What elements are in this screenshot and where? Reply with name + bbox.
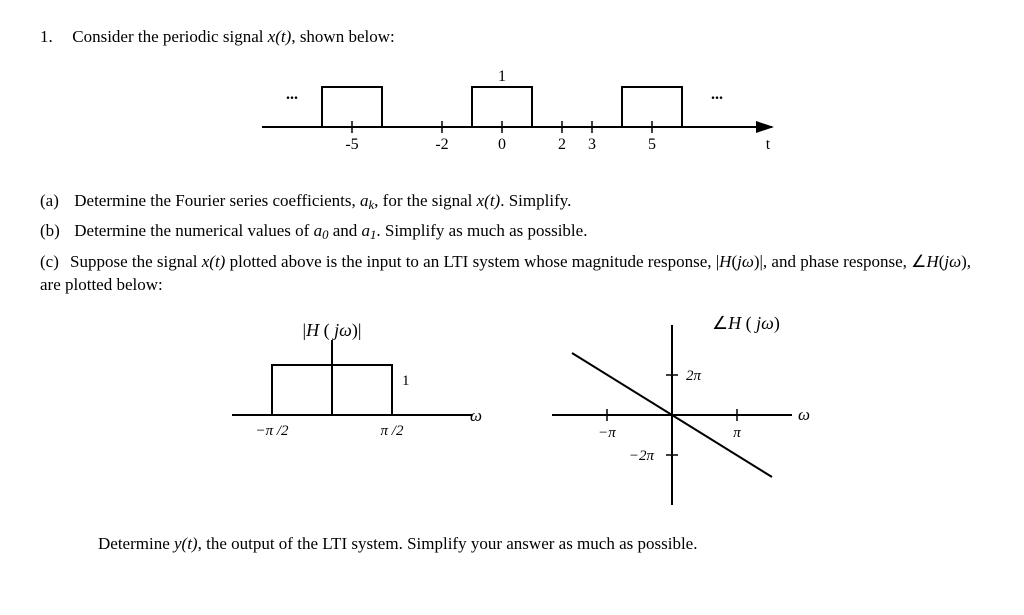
part-a-text-2: , for the signal bbox=[374, 191, 476, 210]
intro-signal: x(t) bbox=[268, 27, 292, 46]
magnitude-plot: 1 −π /2 π /2 ω |H ( jω)| bbox=[192, 305, 492, 455]
part-c-text-1: Suppose the signal bbox=[70, 252, 202, 271]
svg-text:|H ( jω)|: |H ( jω)| bbox=[303, 320, 362, 341]
a1-symbol: a1 bbox=[362, 221, 377, 240]
svg-text:5: 5 bbox=[648, 136, 656, 153]
svg-text:...: ... bbox=[286, 86, 298, 103]
svg-text:π /2: π /2 bbox=[381, 423, 404, 439]
phase-plot: −π π 2π −2π ω ∠H ( jω) bbox=[532, 305, 832, 525]
part-b-text-2: and bbox=[328, 221, 361, 240]
a0-symbol: a0 bbox=[314, 221, 329, 240]
part-b: (b) Determine the numerical values of a0… bbox=[40, 220, 984, 244]
svg-text:ω: ω bbox=[470, 406, 482, 425]
part-c-text-2: plotted above is the input to an LTI sys… bbox=[225, 252, 715, 271]
signal-plot: 1...... -5 -2 0 2 3 5 t bbox=[192, 57, 832, 177]
svg-text:−2π: −2π bbox=[629, 448, 655, 464]
svg-text:ω: ω bbox=[798, 405, 810, 424]
intro-before: Consider the periodic signal bbox=[72, 27, 267, 46]
svg-text:2π: 2π bbox=[686, 368, 702, 384]
final-text-2: , the output of the LTI system. Simplify… bbox=[198, 534, 698, 553]
part-a-signal: x(t) bbox=[477, 191, 501, 210]
response-plots-container: 1 −π /2 π /2 ω |H ( jω)| −π π 2π −2π ω ∠H ( jω) bbox=[40, 305, 984, 525]
svg-text:1: 1 bbox=[498, 68, 506, 85]
part-c-text-3: , and phase response, bbox=[763, 252, 911, 271]
part-c-label: (c) bbox=[40, 251, 70, 274]
svg-text:2: 2 bbox=[558, 136, 566, 153]
part-b-text-1: Determine the numerical values of bbox=[74, 221, 313, 240]
final-text-1: Determine bbox=[98, 534, 174, 553]
part-b-label: (b) bbox=[40, 220, 70, 243]
svg-text:−π /2: −π /2 bbox=[255, 423, 289, 439]
part-c: (c)Suppose the signal x(t) plotted above… bbox=[40, 251, 984, 297]
svg-text:-5: -5 bbox=[345, 136, 358, 153]
problem-number: 1. bbox=[40, 26, 68, 49]
svg-text:-2: -2 bbox=[435, 136, 448, 153]
svg-text:1: 1 bbox=[402, 373, 410, 389]
part-c-phase: ∠H(jω) bbox=[911, 252, 967, 271]
part-a-label: (a) bbox=[40, 190, 70, 213]
part-c-signal: x(t) bbox=[202, 252, 226, 271]
signal-plot-container: 1...... -5 -2 0 2 3 5 t bbox=[40, 57, 984, 182]
part-b-text-3: . Simplify as much as possible. bbox=[376, 221, 587, 240]
svg-text:...: ... bbox=[711, 86, 723, 103]
part-a-text-1: Determine the Fourier series coefficient… bbox=[74, 191, 360, 210]
problem-intro: 1. Consider the periodic signal x(t), sh… bbox=[40, 26, 984, 49]
part-a-text-3: . Simplify. bbox=[500, 191, 571, 210]
svg-text:π: π bbox=[733, 425, 741, 441]
yt-symbol: y(t) bbox=[174, 534, 198, 553]
part-a: (a) Determine the Fourier series coeffic… bbox=[40, 190, 984, 214]
svg-text:∠H ( jω): ∠H ( jω) bbox=[712, 313, 780, 334]
intro-after: , shown below: bbox=[291, 27, 394, 46]
ak-symbol: ak bbox=[360, 191, 374, 210]
svg-text:0: 0 bbox=[498, 136, 506, 153]
final-sentence: Determine y(t), the output of the LTI sy… bbox=[98, 533, 984, 556]
svg-text:t: t bbox=[766, 136, 771, 153]
svg-text:−π: −π bbox=[598, 425, 616, 441]
part-c-mag: |H(jω)| bbox=[716, 252, 763, 271]
svg-text:3: 3 bbox=[588, 136, 596, 153]
